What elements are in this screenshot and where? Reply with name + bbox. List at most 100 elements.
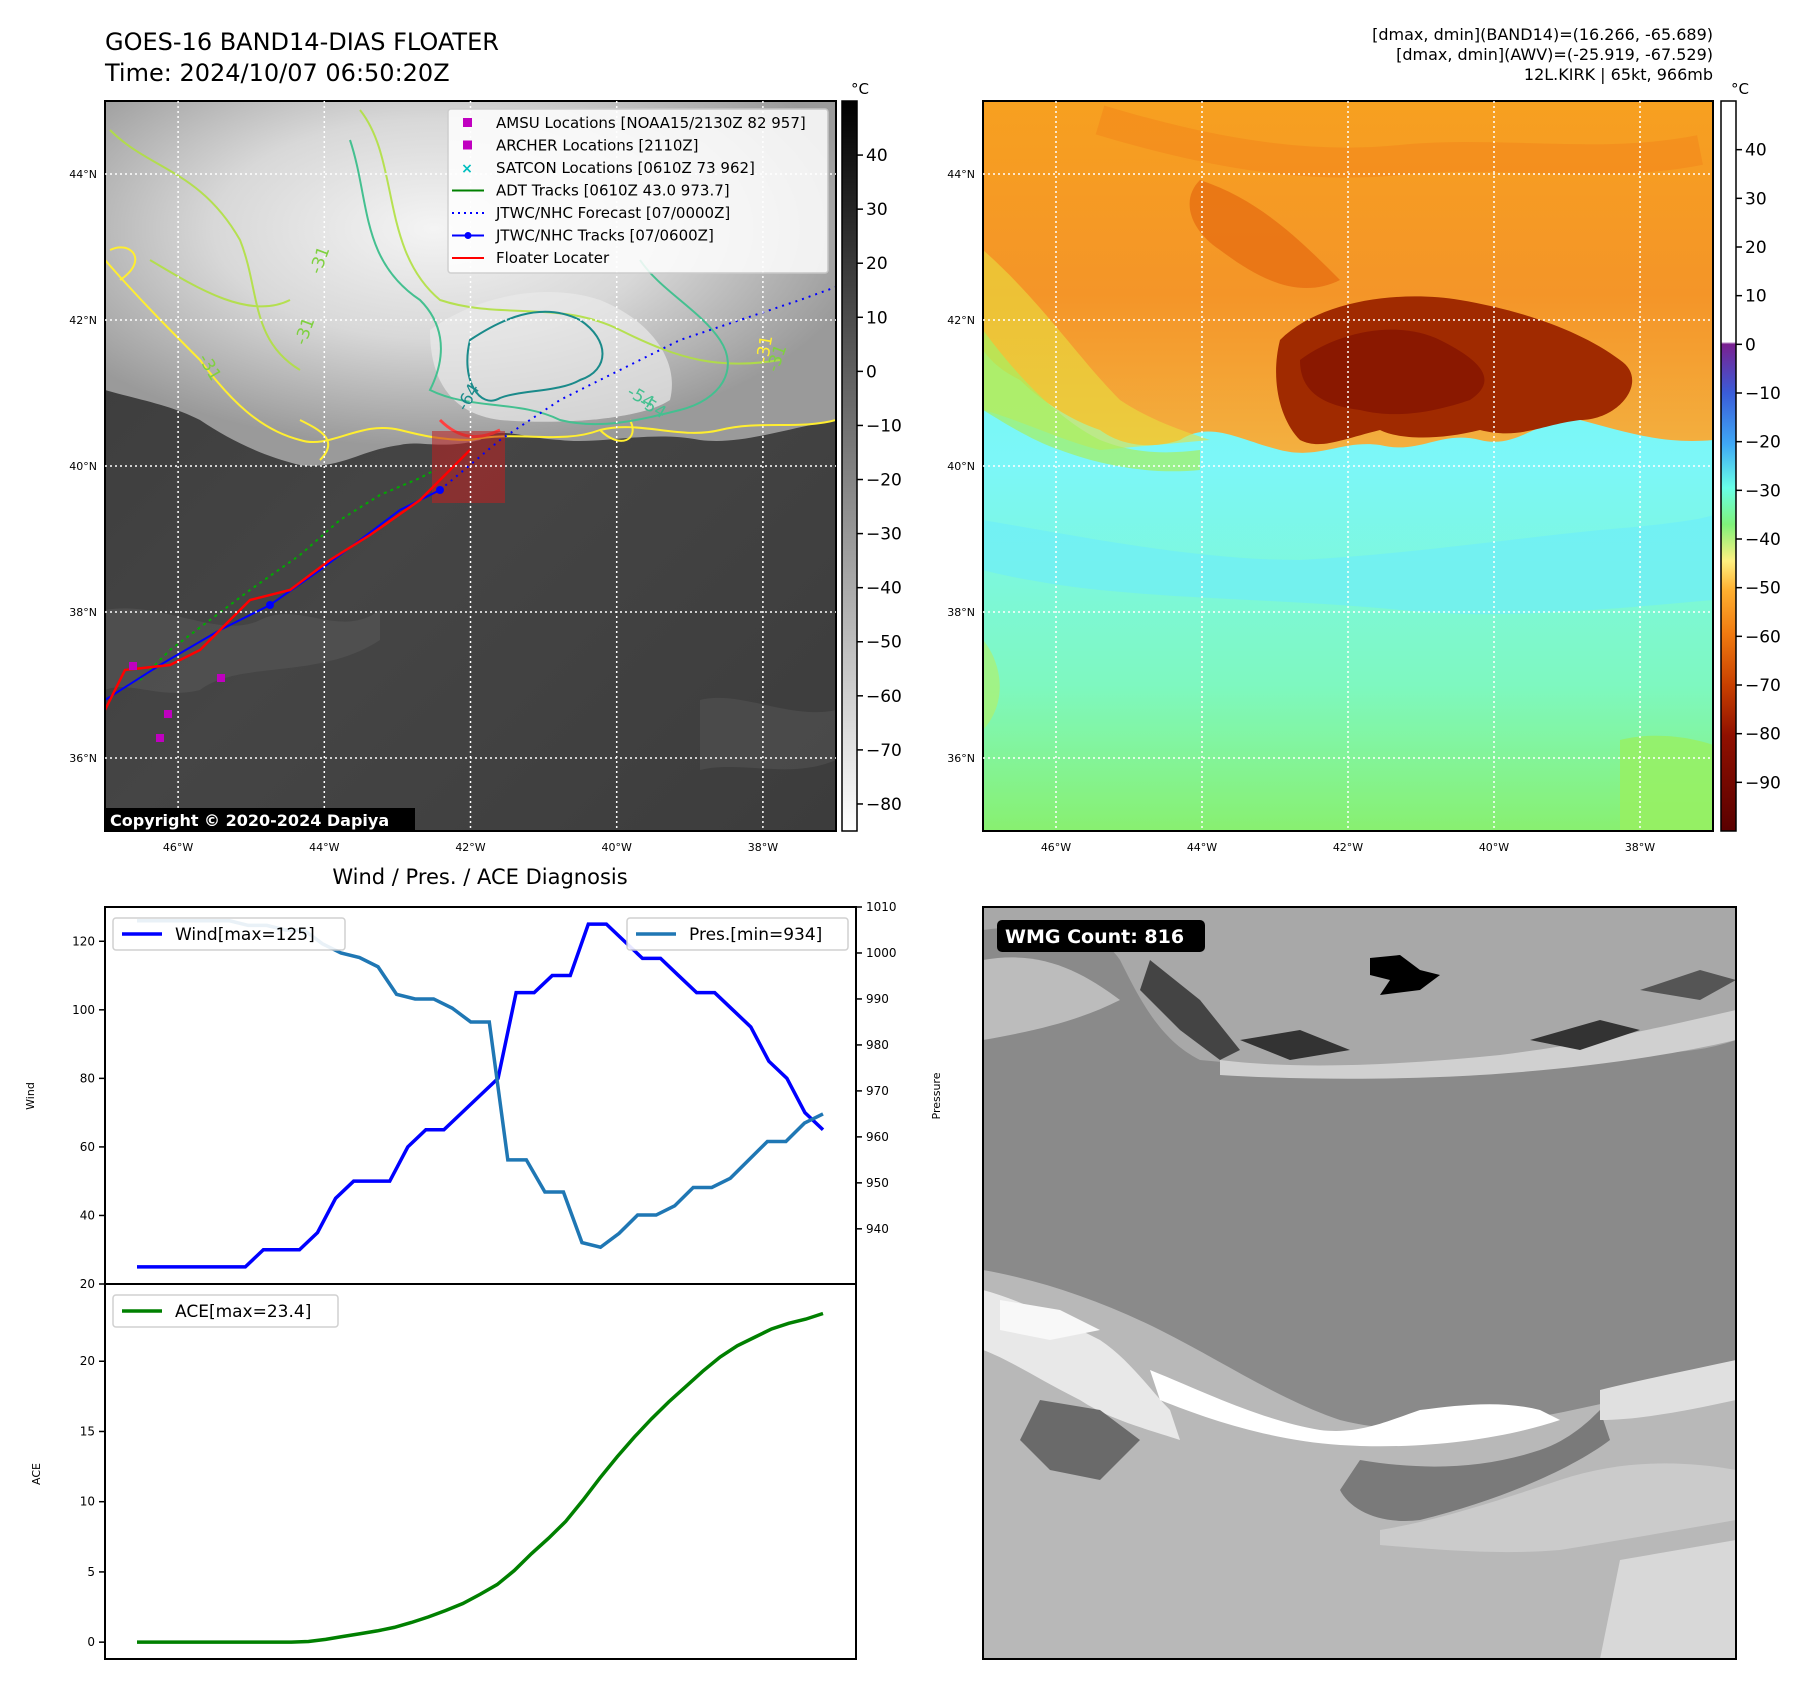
lon-label: 44°W <box>309 841 339 854</box>
legend-item: JTWC/NHC Tracks [07/0600Z] <box>452 227 714 245</box>
colorbar-tick-label: 30 <box>1745 189 1767 209</box>
wind-tick-label: 20 <box>80 1277 95 1291</box>
wmg-count-box <box>997 920 1205 952</box>
ace-tick-label: 10 <box>80 1495 95 1509</box>
legend-item: ARCHER Locations [2110Z] <box>463 137 699 155</box>
pressure-legend: Pres.[min=934] <box>626 917 849 951</box>
colorbar-tick-label: 0 <box>866 362 877 382</box>
wind-axis-label: Wind <box>24 1082 37 1110</box>
colorbar-tick-label: 40 <box>1745 141 1767 161</box>
wv-colorbar <box>1720 100 1737 832</box>
colorbar-tick-label: 20 <box>1745 238 1767 258</box>
colorbar-tick-label: −50 <box>866 633 902 653</box>
lat-label: 38°N <box>947 606 975 619</box>
lat-label: 42°N <box>69 314 97 327</box>
legend-x-icon: × <box>461 161 473 177</box>
legend-item: AMSU Locations [NOAA15/2130Z 82 957] <box>463 114 806 132</box>
wind-pressure-chart: Wind / Pres. / ACE Diagnosis 20 40 60 80 100… <box>24 865 943 1291</box>
jtwc-forecast-track <box>439 286 836 491</box>
wv-longitude-labels: 46°W 44°W 42°W 40°W 38°W <box>1041 841 1655 854</box>
lat-label: 44°N <box>69 168 97 181</box>
contour-label: -31 <box>753 334 778 365</box>
lon-label: 44°W <box>1187 841 1217 854</box>
pressure-tick-label: 960 <box>866 1130 889 1144</box>
wmg-panel: WMG Count: 816 <box>982 906 1737 1660</box>
colorbar-tick-label: −60 <box>866 687 902 707</box>
wind-tick-label: 80 <box>80 1071 95 1085</box>
colorbar-tick-label: −30 <box>1745 481 1781 501</box>
ace-series-line <box>137 1311 824 1644</box>
info-line2: [dmax, dmin](AWV)=(-25.919, -67.529) <box>1396 45 1713 64</box>
lon-label: 46°W <box>1041 841 1071 854</box>
legend-item: ADT Tracks [0610Z 43.0 973.7] <box>452 182 730 200</box>
ace-tick-label: 5 <box>87 1565 95 1579</box>
lon-label: 42°W <box>1333 841 1363 854</box>
ace-legend: ACE[max=23.4] <box>112 1294 339 1328</box>
wind-tick-label: 120 <box>72 934 95 948</box>
legend-label: AMSU Locations [NOAA15/2130Z 82 957] <box>496 114 806 132</box>
colorbar-tick-label: −20 <box>1745 433 1781 453</box>
amsu-marker <box>217 674 225 682</box>
lat-label: 44°N <box>947 168 975 181</box>
pressure-legend-label: Pres.[min=934] <box>689 925 822 945</box>
colorbar-tick-label: −20 <box>866 471 902 491</box>
ace-axis-label: ACE <box>30 1463 43 1485</box>
lon-label: 46°W <box>163 841 193 854</box>
ir-colorbar-ticks: 40 30 20 10 0 −10 −20 −30 −40 −50 −60 −70 −80 <box>857 146 902 815</box>
lat-label: 40°N <box>69 460 97 473</box>
colorbar-tick-label: −10 <box>866 416 902 436</box>
colorbar-tick-label: −90 <box>1745 773 1781 793</box>
colorbar-tick-label: 10 <box>866 308 888 328</box>
ir-longitude-labels: 46°W 44°W 42°W 40°W 38°W <box>163 841 778 854</box>
colorbar-tick-label: −60 <box>1745 627 1781 647</box>
legend-square-icon <box>463 118 472 127</box>
colorbar-tick-label: −30 <box>866 525 902 545</box>
colorbar-tick-label: 30 <box>866 200 888 220</box>
wmg-frame <box>982 906 1737 1660</box>
wind-series-line <box>137 922 825 1269</box>
colorbar-tick-label: 20 <box>866 254 888 274</box>
legend-item: JTWC/NHC Forecast [07/0000Z] <box>452 204 730 222</box>
diagnosis-title: Wind / Pres. / ACE Diagnosis <box>332 865 627 889</box>
pressure-tick-label: 990 <box>866 992 889 1006</box>
wind-legend: Wind[max=125] <box>112 917 346 951</box>
lon-label: 38°W <box>748 841 778 854</box>
pressure-tick-label: 970 <box>866 1084 889 1098</box>
lat-label: 36°N <box>947 752 975 765</box>
legend-square-icon <box>463 140 472 150</box>
lat-label: 36°N <box>69 752 97 765</box>
pressure-axis-label: Pressure <box>930 1072 943 1119</box>
pressure-tick-label: 980 <box>866 1038 889 1052</box>
ace-tick-label: 20 <box>80 1354 95 1368</box>
ir-colorbar <box>841 100 858 832</box>
floater-track <box>105 449 471 711</box>
lon-label: 42°W <box>455 841 485 854</box>
colorbar-tick-label: −80 <box>866 795 902 815</box>
legend-label: ADT Tracks [0610Z 43.0 973.7] <box>496 182 730 200</box>
colorbar-tick-label: −40 <box>1745 530 1781 550</box>
colorbar-tick-label: 40 <box>866 146 888 166</box>
info-line3: 12L.KIRK | 65kt, 966mb <box>1524 65 1713 84</box>
wind-legend-label: Wind[max=125] <box>175 925 315 945</box>
lon-label: 40°W <box>1479 841 1509 854</box>
wind-tick-label: 60 <box>80 1140 95 1154</box>
ace-legend-label: ACE[max=23.4] <box>175 1302 311 1322</box>
legend-label: JTWC/NHC Tracks [07/0600Z] <box>495 227 714 245</box>
legend-label: ARCHER Locations [2110Z] <box>496 137 699 155</box>
wmg-imagery <box>983 907 1736 1659</box>
archer-marker <box>129 662 137 670</box>
wv-latitude-labels: 44°N 42°N 40°N 38°N 36°N <box>947 168 975 765</box>
lon-label: 38°W <box>1625 841 1655 854</box>
colorbar-tick-label: −70 <box>1745 676 1781 696</box>
colorbar-tick-label: 0 <box>1745 335 1756 355</box>
lon-label: 40°W <box>602 841 632 854</box>
legend-label: SATCON Locations [0610Z 73 962] <box>496 159 755 177</box>
ace-chart: 0 5 10 15 20 ACE ACE[max=23.4] <box>30 1283 857 1660</box>
colorbar-tick-label: −50 <box>1745 579 1781 599</box>
lat-label: 38°N <box>69 606 97 619</box>
pressure-tick-label: 1000 <box>866 946 897 960</box>
ir-map-panel: 44°N 42°N 40°N 38°N 36°N 46°W 44°W 42°W 40°W 38°… <box>69 80 902 854</box>
legend-dot-icon <box>464 232 472 239</box>
wv-colorbar-ticks: 40 30 20 10 0 −10 −20 −30 −40 −50 −60 −70 −80 −90 <box>1736 141 1781 793</box>
lat-label: 42°N <box>947 314 975 327</box>
